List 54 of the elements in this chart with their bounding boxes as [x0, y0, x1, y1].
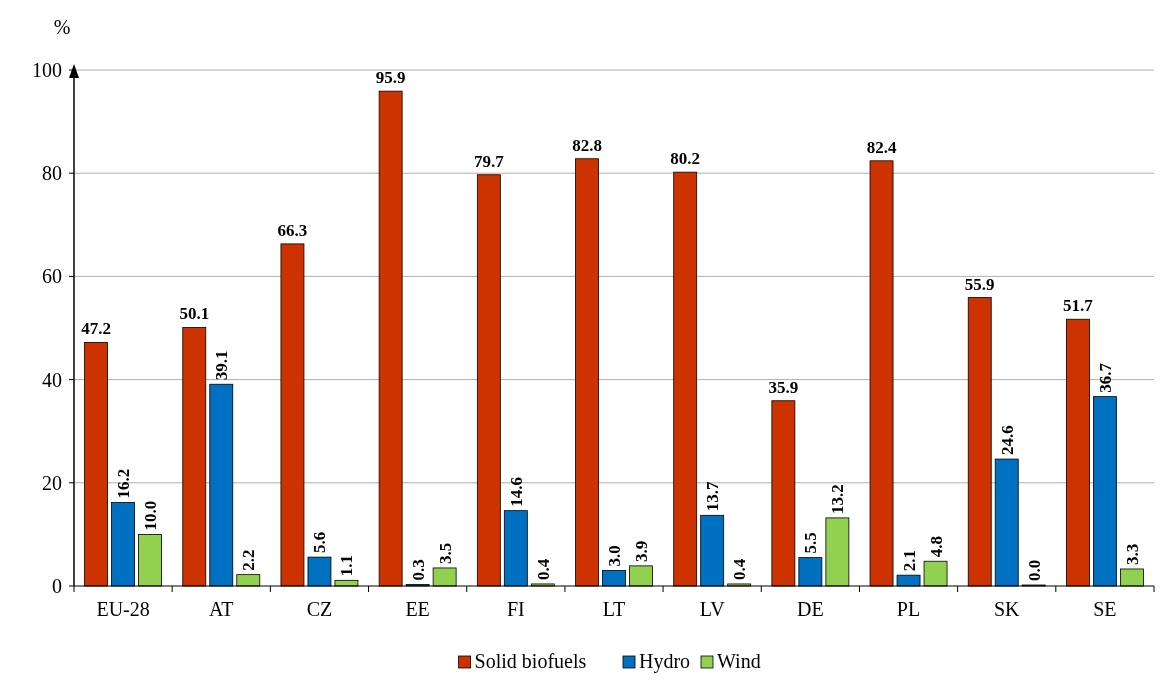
- data-label: 51.7: [1063, 296, 1094, 316]
- data-label: 0.4: [730, 558, 750, 580]
- data-label: 5.5: [801, 532, 821, 554]
- data-label: 16.2: [114, 468, 134, 499]
- data-label: 47.2: [81, 319, 111, 339]
- data-label: 82.4: [866, 137, 897, 157]
- x-tick-label: SE: [1093, 598, 1117, 620]
- legend-label: Wind: [717, 650, 761, 672]
- data-label: 36.7: [1095, 362, 1115, 393]
- data-label: 0.0: [1024, 559, 1044, 581]
- data-label: 35.9: [768, 377, 799, 397]
- data-label: 13.2: [828, 484, 848, 514]
- data-label: 39.1: [212, 350, 232, 381]
- y-axis-title: %: [53, 16, 71, 38]
- x-tick-label: FI: [506, 598, 525, 620]
- y-tick-label: 100: [32, 59, 62, 81]
- data-label: 82.8: [572, 135, 602, 155]
- x-tick-label: EU-28: [96, 598, 150, 620]
- x-tick-label: AT: [209, 598, 234, 620]
- data-label: 3.0: [605, 545, 624, 567]
- data-label: 3.3: [1122, 543, 1142, 565]
- data-label: 4.8: [926, 535, 946, 558]
- data-label: 3.9: [632, 540, 651, 562]
- y-tick-label: 80: [42, 162, 62, 185]
- data-label: 10.0: [141, 500, 161, 531]
- data-label: 80.2: [670, 149, 701, 169]
- data-label: 2.1: [899, 549, 919, 572]
- data-label: 5.6: [310, 531, 330, 554]
- data-label: 1.1: [337, 555, 357, 577]
- x-tick-label: SK: [993, 598, 1021, 620]
- x-tick-label: DE: [797, 598, 824, 620]
- legend-label: Solid biofuels: [474, 650, 587, 672]
- y-tick-label: 40: [42, 368, 62, 391]
- data-label: 66.3: [277, 220, 308, 240]
- data-label: 13.7: [703, 481, 723, 512]
- data-label: 2.2: [239, 549, 259, 571]
- y-tick-label: 0: [52, 575, 62, 597]
- legend-label: Hydro: [639, 650, 691, 673]
- data-label: 95.9: [375, 68, 406, 88]
- x-tick-label: LT: [602, 598, 626, 620]
- data-label: 0.4: [533, 558, 553, 580]
- y-tick-label: 60: [42, 265, 62, 288]
- data-label: 55.9: [964, 274, 995, 294]
- data-label: 50.1: [179, 304, 210, 324]
- data-label: 79.7: [473, 151, 505, 171]
- data-label: 24.6: [997, 425, 1017, 456]
- data-label: 3.5: [435, 542, 455, 564]
- x-tick-label: CZ: [306, 598, 333, 620]
- x-tick-label: EE: [405, 598, 430, 620]
- data-label: 14.6: [506, 476, 526, 507]
- y-tick-label: 20: [42, 471, 62, 494]
- data-label: 0.3: [408, 559, 428, 581]
- x-tick-label: LV: [699, 598, 726, 620]
- x-tick-label: PL: [896, 598, 921, 620]
